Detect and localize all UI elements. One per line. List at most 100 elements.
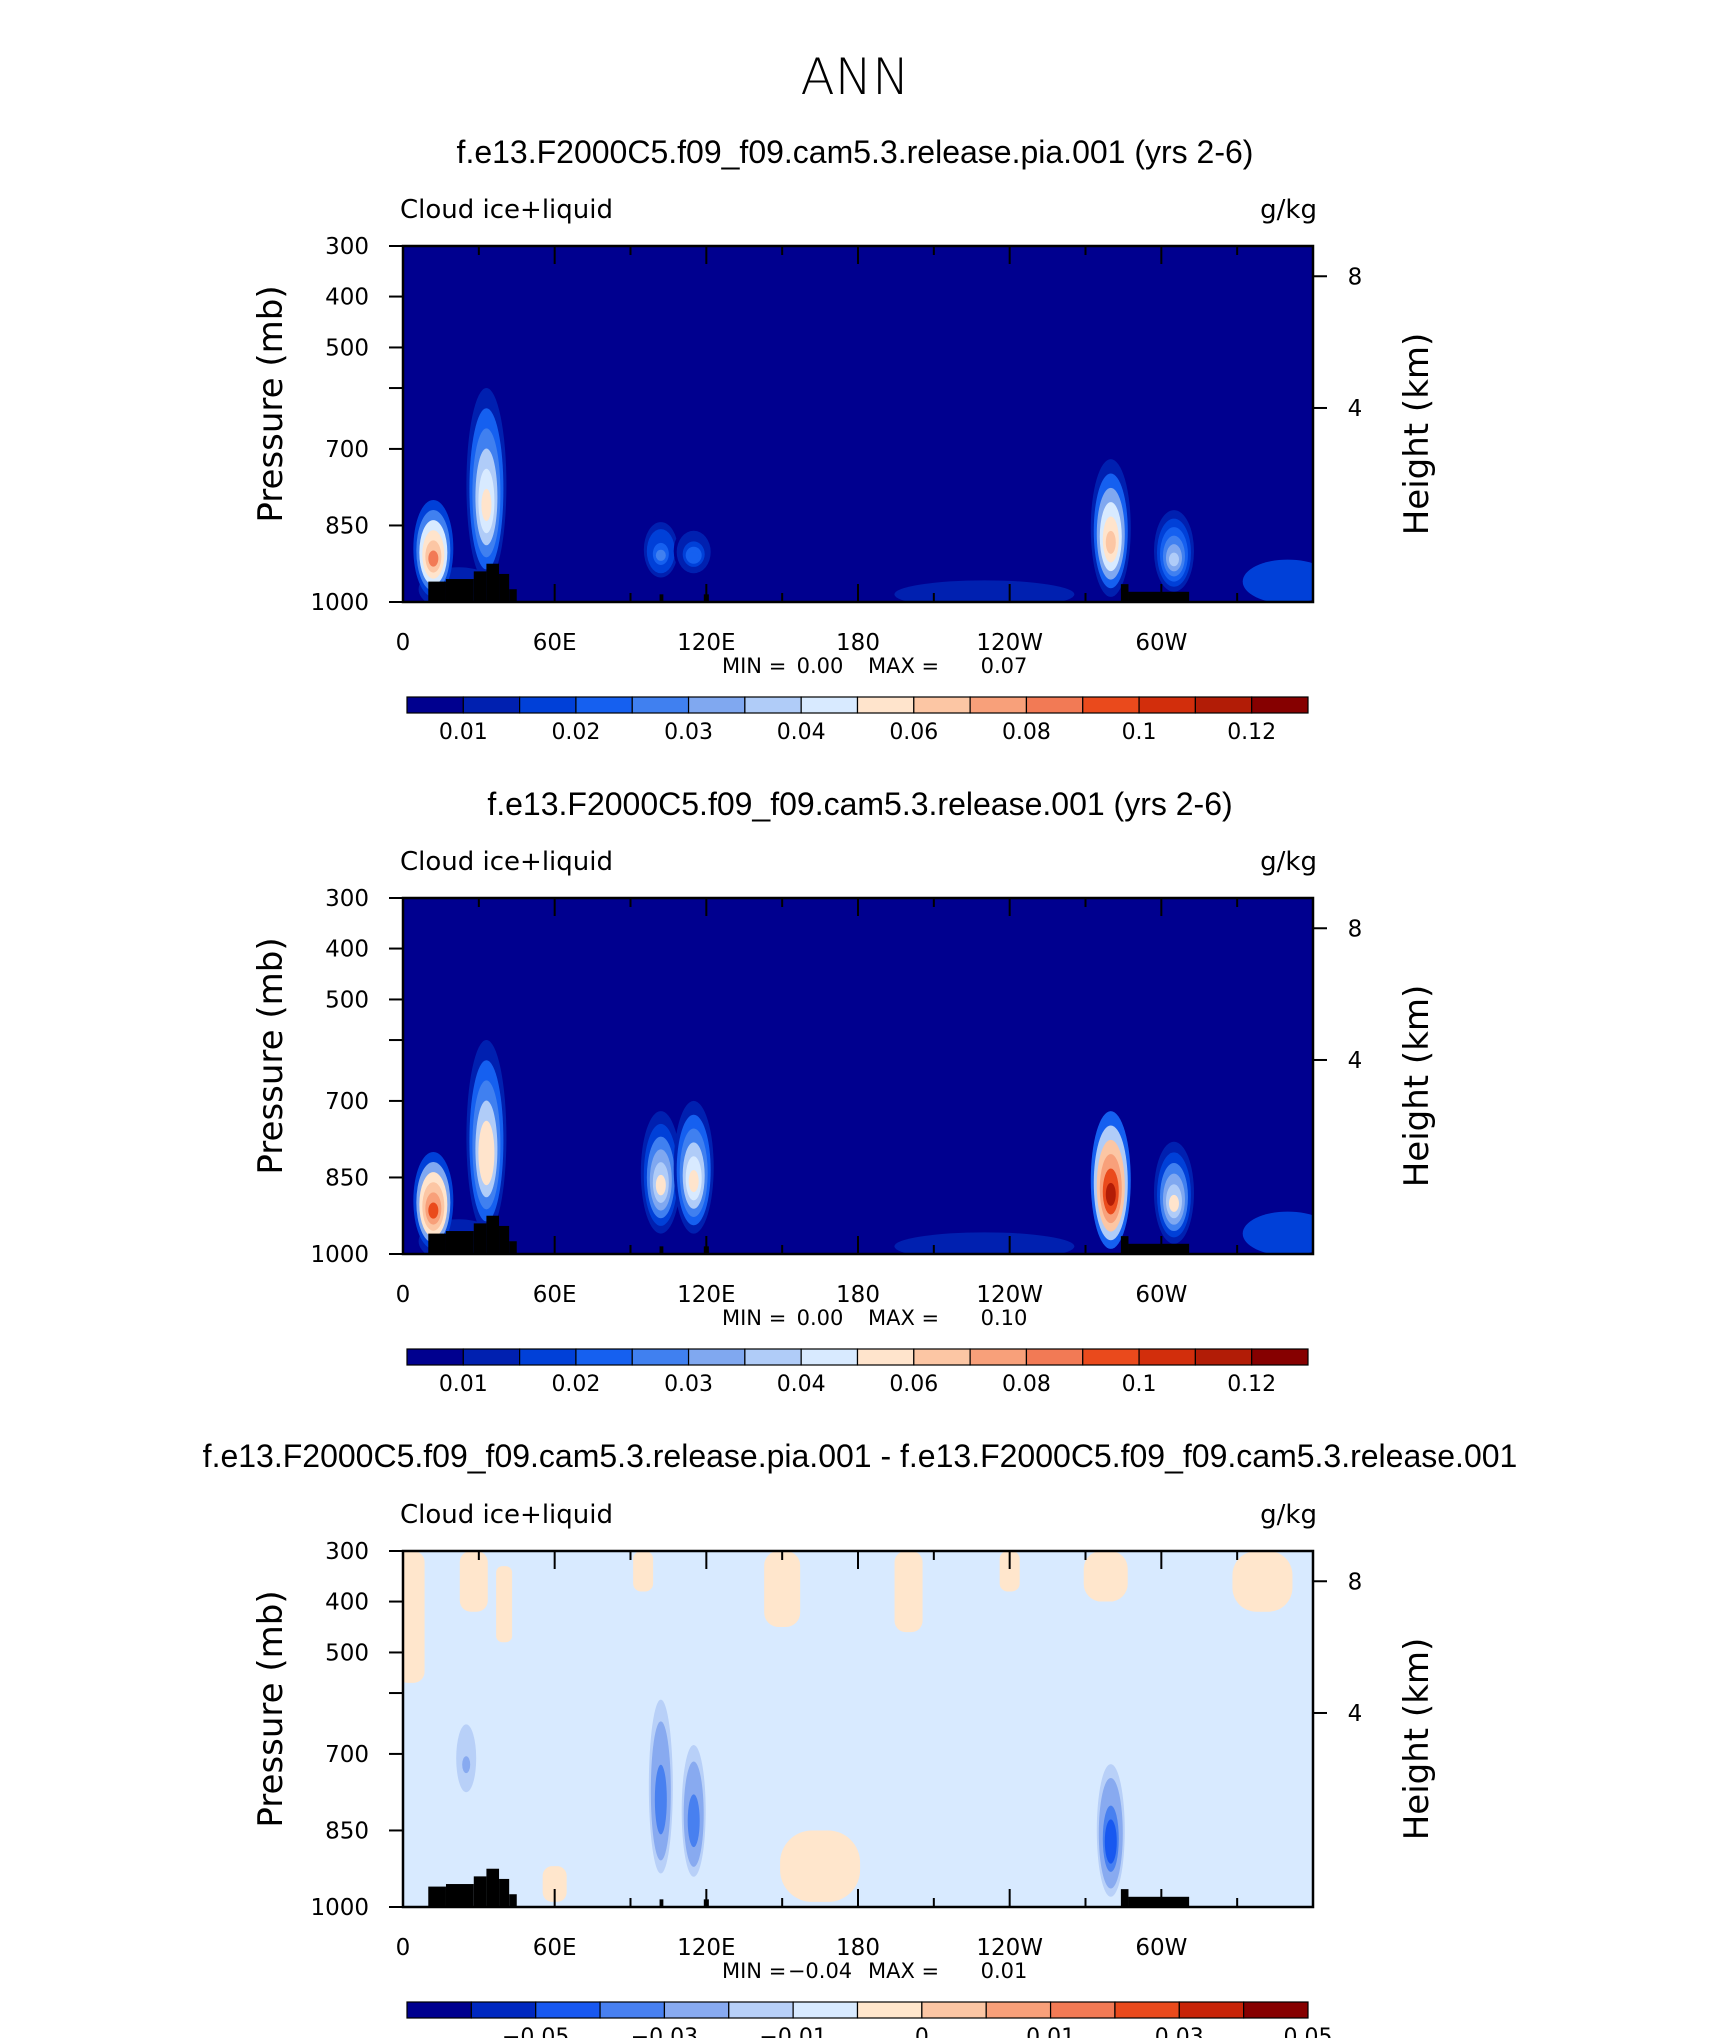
x-tick-label: 120W (976, 630, 1043, 656)
colorbar-swatch (800, 696, 859, 714)
colorbar-swatch (687, 1348, 746, 1366)
colorbar-swatch (663, 2001, 730, 2019)
units-label: g/kg (1260, 195, 1317, 225)
colorbar-label: 0.03 (1155, 2025, 1204, 2038)
contour-level (1168, 552, 1179, 567)
min-value: 0.00 (797, 1306, 844, 1330)
contour-level (689, 1810, 698, 1838)
field-background (403, 1551, 1313, 1907)
colorbar-swatch (1114, 2001, 1180, 2019)
topography (473, 1876, 487, 1907)
positive-anomaly (459, 1551, 488, 1612)
x-tick-label: 120E (677, 1282, 735, 1308)
plot-area (403, 246, 1313, 602)
contour-level (1106, 1833, 1115, 1856)
x-tick-label: 180 (836, 630, 880, 656)
x-tick-label: 120E (677, 1935, 735, 1961)
min-value: −0.04 (788, 1959, 852, 1983)
panel-title: f.e13.F2000C5.f09_f09.cam5.3.release.pia… (203, 1438, 1518, 1474)
panel-3: f.e13.F2000C5.f09_f09.cam5.3.release.pia… (203, 1438, 1518, 2038)
y-right-tick-label: 4 (1348, 1048, 1363, 1074)
x-tick-label: 180 (836, 1282, 880, 1308)
y-tick-label: 500 (325, 987, 369, 1013)
colorbar-swatch (969, 1348, 1028, 1366)
y-right-axis-title: Height (km) (1397, 333, 1437, 536)
contour-level (1168, 1194, 1179, 1212)
y-tick-label: 850 (325, 513, 369, 539)
colorbar-label: 0.04 (777, 720, 826, 745)
colorbar-swatch (1082, 696, 1140, 714)
y-tick-label: 1000 (310, 1895, 369, 1921)
colorbar-swatch (856, 696, 915, 714)
colorbar-label: 0.06 (889, 720, 938, 745)
positive-anomaly (780, 1830, 861, 1902)
colorbar-swatch (1251, 696, 1309, 714)
max-label: MAX = (868, 1959, 939, 1983)
colorbar-label: 0.01 (1026, 2025, 1075, 2038)
positive-anomaly (542, 1866, 567, 1902)
colorbar-label: 0.05 (1284, 2025, 1333, 2038)
x-tick-label: 180 (836, 1935, 880, 1961)
positive-anomaly (764, 1551, 801, 1628)
colorbar-swatch (1194, 1348, 1253, 1366)
y-axis-title: Pressure (mb) (251, 937, 291, 1174)
y-tick-label: 1000 (310, 1242, 369, 1268)
min-label: MIN = (722, 1306, 786, 1330)
colorbar-swatch (631, 1348, 690, 1366)
colorbar-swatch (856, 1348, 915, 1366)
low-cloud-band (1242, 1211, 1313, 1254)
x-tick-label: 120W (976, 1282, 1043, 1308)
y-tick-label: 500 (325, 1640, 369, 1666)
x-tick-label: 0 (396, 1282, 411, 1308)
colorbar-label: 0.06 (889, 1372, 938, 1397)
panel-2: f.e13.F2000C5.f09_f09.cam5.3.release.001… (251, 786, 1437, 1397)
y-tick-label: 300 (325, 1539, 369, 1565)
topography (428, 1233, 446, 1254)
colorbar-swatch (1251, 1348, 1309, 1366)
topography (509, 589, 517, 602)
topography (499, 573, 510, 602)
positive-anomaly (1232, 1551, 1293, 1612)
colorbar-label: 0 (915, 2025, 929, 2038)
colorbar-label: 0.1 (1122, 720, 1157, 745)
figure-title: ANN (800, 48, 909, 106)
y-tick-label: 500 (325, 335, 369, 361)
colorbar-label: 0.03 (664, 1372, 713, 1397)
contour-level (481, 1140, 492, 1174)
colorbar-swatch (406, 2001, 472, 2019)
colorbar-swatch (744, 1348, 802, 1366)
contour-level (656, 1786, 665, 1822)
field-label: Cloud ice+liquid (400, 1500, 613, 1530)
panel-title: f.e13.F2000C5.f09_f09.cam5.3.release.pia… (457, 134, 1254, 170)
x-tick-label: 60E (533, 1282, 577, 1308)
x-tick-label: 60W (1135, 1935, 1187, 1961)
y-tick-label: 1000 (310, 590, 369, 616)
x-tick-label: 60W (1135, 630, 1187, 656)
topography (473, 571, 487, 602)
field-label: Cloud ice+liquid (400, 847, 613, 877)
low-cloud-band (894, 1232, 1075, 1254)
contour-level (688, 552, 699, 561)
colorbar-swatch (631, 696, 690, 714)
y-tick-label: 850 (325, 1818, 369, 1844)
colorbar-swatch (687, 696, 746, 714)
colorbar-swatch (1138, 696, 1196, 714)
topography (486, 563, 500, 602)
colorbar-swatch (1178, 2001, 1245, 2019)
contour-level (655, 1174, 666, 1196)
colorbar-swatch (575, 1348, 633, 1366)
positive-anomaly (894, 1551, 923, 1633)
y-tick-label: 850 (325, 1165, 369, 1191)
contour-level (428, 1202, 439, 1219)
colorbar-swatch (462, 1348, 521, 1366)
topography (1120, 584, 1129, 602)
topography (1128, 1243, 1190, 1254)
x-tick-label: 120E (677, 630, 735, 656)
colorbar-swatch (462, 696, 521, 714)
panel-1: f.e13.F2000C5.f09_f09.cam5.3.release.pia… (251, 134, 1437, 745)
y-right-tick-label: 8 (1348, 264, 1363, 290)
topography (659, 594, 664, 602)
max-value: 0.10 (981, 1306, 1028, 1330)
max-value: 0.01 (981, 1959, 1028, 1983)
